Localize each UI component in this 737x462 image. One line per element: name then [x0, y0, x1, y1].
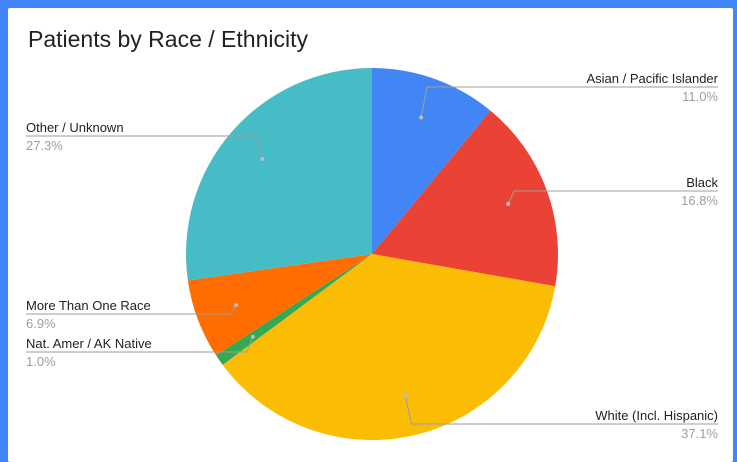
- pie-slice-black[interactable]: [372, 110, 558, 287]
- leader-dot-nat-amer-ak-native: [250, 334, 255, 339]
- pie-slice-other-unknown[interactable]: [186, 68, 372, 281]
- slice-value-nat-amer-ak-native: 1.0%: [26, 354, 56, 369]
- slice-label-asian-pacific-islander: Asian / Pacific Islander: [586, 71, 718, 86]
- slice-label-other-unknown: Other / Unknown: [26, 120, 124, 135]
- pie-chart: Asian / Pacific Islander 11.0% Black 16.8% W…: [26, 68, 719, 441]
- pie-slice-asian-pacific-islander[interactable]: [372, 68, 491, 254]
- slice-value-more-than-one-race: 6.9%: [26, 316, 56, 331]
- leader-dot-other-unknown: [260, 156, 265, 161]
- slice-label-more-than-one-race: More Than One Race: [26, 298, 151, 313]
- pie-slice-more-than-one-race[interactable]: [187, 254, 372, 356]
- leader-line-nat-amer-ak-native: [26, 336, 254, 353]
- pie-slices: [186, 68, 558, 440]
- leader-line-other-unknown: [26, 135, 263, 160]
- chart-card: Patients by Race / Ethnicity Asian / Pac…: [8, 8, 733, 462]
- slice-value-other-unknown: 27.3%: [26, 138, 63, 153]
- leader-line-more-than-one-race: [26, 304, 237, 315]
- slice-label-black: Black: [686, 175, 718, 190]
- pie-labels: Asian / Pacific Islander 11.0% Black 16.8% W…: [26, 71, 719, 441]
- pie-slice-white-incl-hispanic[interactable]: [222, 254, 556, 440]
- leader-dot-asian-pacific-islander: [419, 115, 424, 120]
- slice-value-white-incl-hispanic: 37.1%: [681, 426, 718, 441]
- pie-slice-nat-amer-ak-native[interactable]: [216, 254, 372, 365]
- slice-label-nat-amer-ak-native: Nat. Amer / AK Native: [26, 336, 152, 351]
- leader-dot-more-than-one-race: [234, 303, 239, 308]
- leader-dot-white-incl-hispanic: [403, 393, 408, 398]
- leader-dot-black: [506, 201, 511, 206]
- slice-value-asian-pacific-islander: 11.0%: [682, 89, 718, 104]
- leader-line-asian-pacific-islander: [420, 86, 718, 118]
- leader-line-white-incl-hispanic: [404, 395, 718, 425]
- chart-title: Patients by Race / Ethnicity: [28, 26, 308, 52]
- slice-value-black: 16.8%: [681, 193, 718, 208]
- leader-line-black: [507, 190, 718, 205]
- slice-label-white-incl-hispanic: White (Incl. Hispanic): [595, 408, 718, 423]
